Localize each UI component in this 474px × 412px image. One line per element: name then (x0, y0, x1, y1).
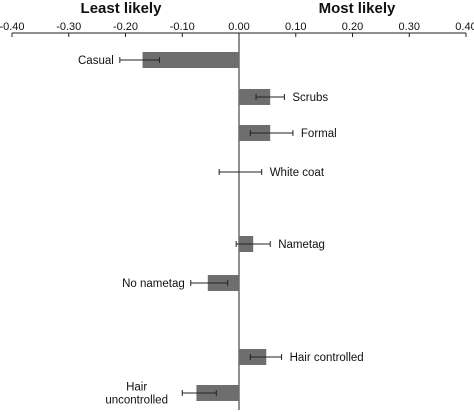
category-label: Scrubs (292, 92, 328, 104)
category-label: Casual (78, 55, 114, 67)
x-tick-label: -0.30 (56, 21, 81, 33)
x-tick-label: 0.20 (342, 21, 363, 33)
x-tick-label: 0.40 (455, 21, 474, 33)
bar (196, 385, 239, 401)
category-label: Formal (301, 128, 337, 140)
x-tick-label: 0.10 (285, 21, 306, 33)
x-tick-label: -0.40 (0, 21, 25, 33)
category-label: No nametag (122, 278, 185, 290)
x-tick-label: -0.10 (170, 21, 195, 33)
bars-group: Casual Scrubs Formal White coat Nametag No na… (78, 52, 364, 407)
x-axis: -0.40 -0.30 -0.20 -0.10 0.00 0.10 0.20 0.30 0.40 (0, 21, 474, 410)
right-side-heading: Most likely (319, 0, 396, 17)
category-label: Nametag (278, 239, 325, 251)
bar (239, 89, 271, 105)
x-tick-label: -0.20 (113, 21, 138, 33)
x-tick-label: 0.00 (228, 21, 249, 33)
left-side-heading: Least likely (81, 0, 163, 17)
bar (142, 52, 239, 68)
category-label: Hair uncontrolled (105, 382, 168, 407)
x-tick-label: 0.30 (399, 21, 420, 33)
category-label: Hair controlled (290, 352, 364, 364)
category-label: White coat (270, 167, 325, 179)
